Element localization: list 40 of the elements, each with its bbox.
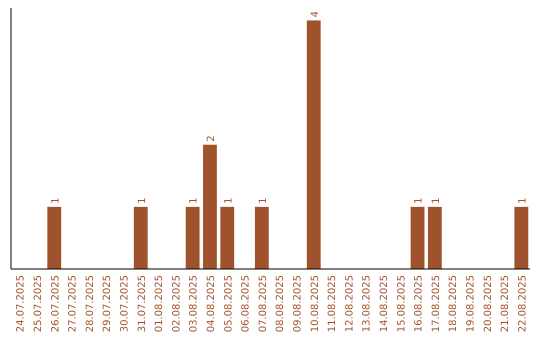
data-label: 1 <box>430 197 442 204</box>
x-tick-label: 31.07.2025 <box>136 275 148 332</box>
x-tick-label: 25.07.2025 <box>32 275 44 332</box>
x-tick-label: 20.08.2025 <box>482 275 494 332</box>
x-tick-label: 11.08.2025 <box>327 275 338 332</box>
x-tick-label: 02.08.2025 <box>171 275 182 332</box>
data-label: 1 <box>50 197 62 204</box>
x-tick-label: 19.08.2025 <box>465 275 476 332</box>
x-tick-label: 15.08.2025 <box>396 275 408 332</box>
x-tick-label: 21.08.2025 <box>500 275 512 332</box>
data-label: 1 <box>258 197 269 204</box>
x-tick-label: 07.08.2025 <box>258 275 269 332</box>
x-tick-label: 06.08.2025 <box>240 275 252 332</box>
x-tick-label: 30.07.2025 <box>119 275 130 332</box>
x-tick-label: 18.08.2025 <box>448 275 460 332</box>
x-tick-label: 28.07.2025 <box>84 275 96 332</box>
data-label: 1 <box>136 197 148 204</box>
x-tick-label: 05.08.2025 <box>223 275 234 332</box>
x-tick-label: 01.08.2025 <box>154 275 166 332</box>
x-tick-label: 16.08.2025 <box>414 275 425 332</box>
x-tick-label: 12.08.2025 <box>344 275 356 332</box>
x-tick-label: 26.07.2025 <box>50 275 62 332</box>
x-tick-label: 03.08.2025 <box>188 275 200 332</box>
x-tick-label: 17.08.2025 <box>430 275 442 332</box>
data-label: 4 <box>310 11 321 18</box>
x-tick-label: 04.08.2025 <box>206 275 217 332</box>
x-tick-label: 14.08.2025 <box>378 275 390 332</box>
data-label: 1 <box>414 197 425 204</box>
x-tick-label: 10.08.2025 <box>310 275 321 332</box>
data-label: 1 <box>223 197 234 204</box>
x-tick-label: 08.08.2025 <box>275 275 286 332</box>
x-tick-label: 22.08.2025 <box>517 275 528 332</box>
x-tick-label: 24.07.2025 <box>16 275 27 332</box>
x-tick-label: 29.07.2025 <box>102 275 114 332</box>
x-tick-label: 13.08.2025 <box>362 275 373 332</box>
x-tick-label: 09.08.2025 <box>292 275 304 332</box>
x-tick-label: 27.07.2025 <box>68 275 79 332</box>
data-label: 1 <box>517 197 528 204</box>
data-label: 1 <box>188 197 200 204</box>
data-label: 2 <box>206 135 217 142</box>
